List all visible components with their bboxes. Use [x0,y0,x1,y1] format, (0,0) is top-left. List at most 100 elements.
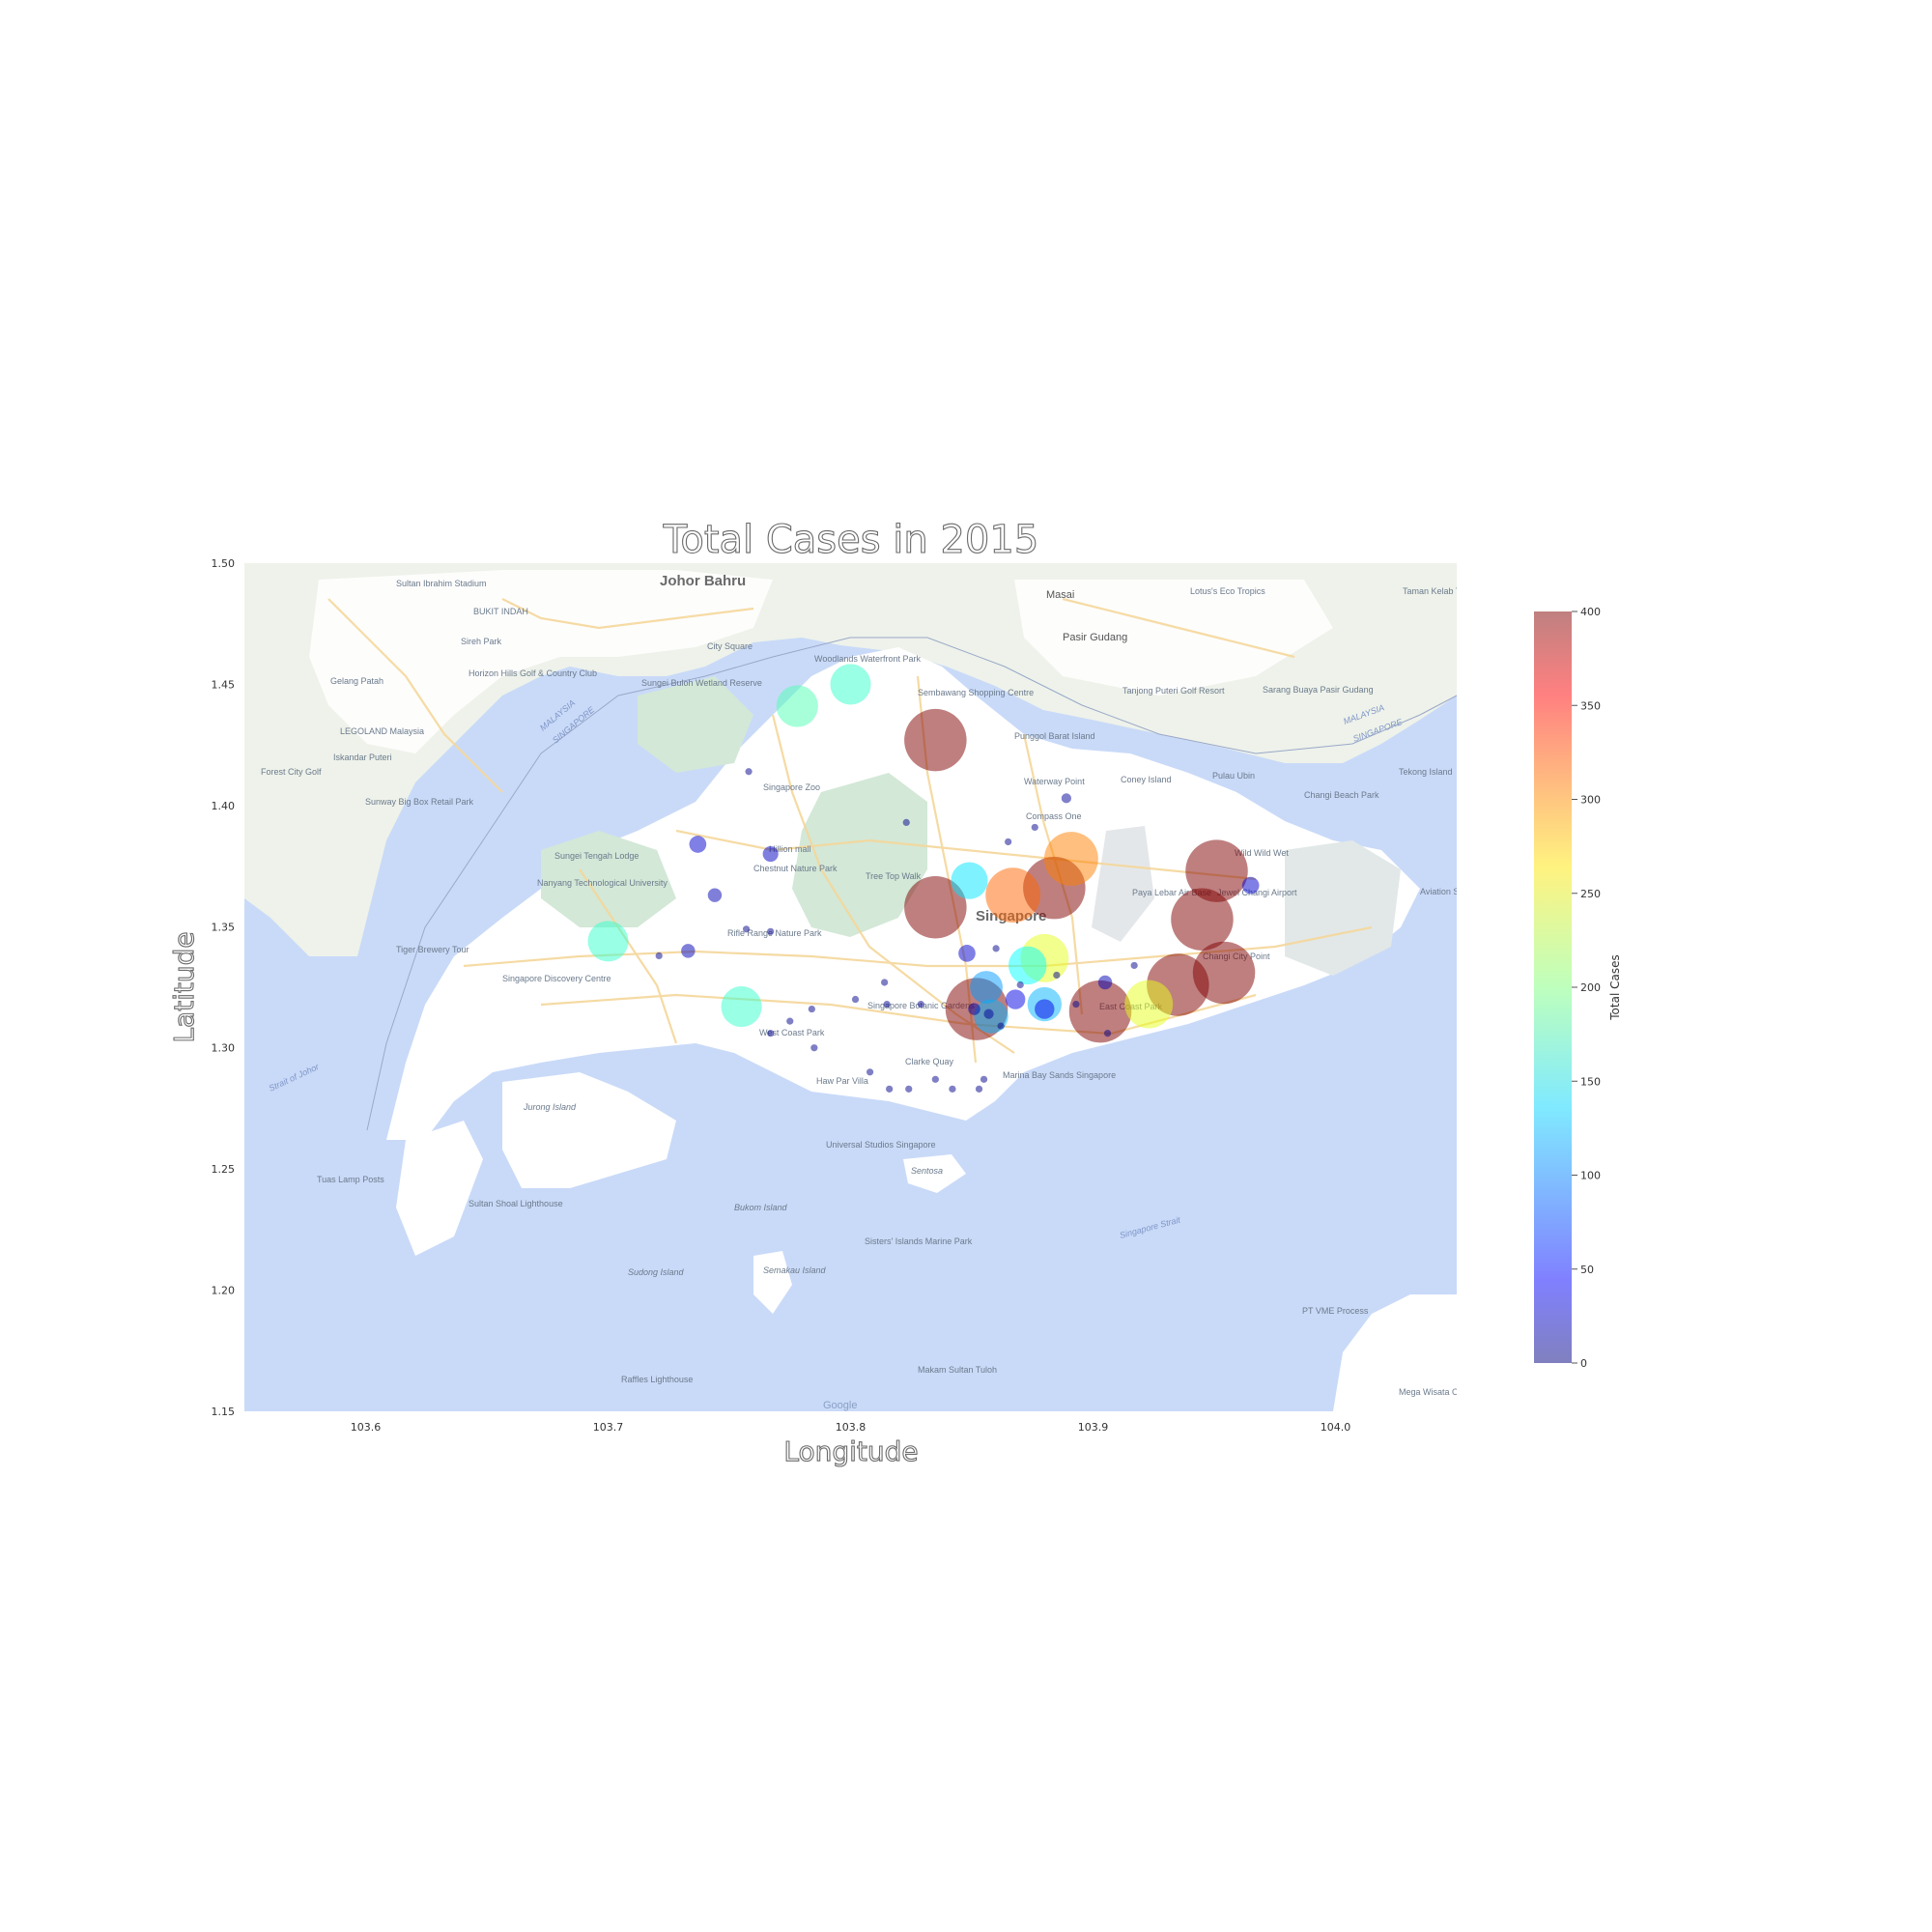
label-sudong: Sudong Island [628,1267,685,1277]
label-sunway: Sunway Big Box Retail Park [365,797,474,807]
colorbar-tick-label: 250 [1580,888,1601,900]
scatter-point [1171,888,1234,952]
scatter-point [1043,832,1098,886]
label-clarke-quay: Clarke Quay [905,1057,954,1066]
x-tick-label: 103.6 [351,1421,382,1434]
y-tick-label: 1.45 [212,678,236,691]
scatter-point [786,1017,794,1025]
scatter-point [992,945,1000,952]
label-taman-kelab: Taman Kelab Tehat Kampung [1403,586,1517,596]
scatter-point [762,845,779,863]
scatter-point [904,875,967,939]
label-jewel: Jewel Changi Airport [1217,888,1297,897]
colorbar-label: Total Cases [1608,954,1622,1020]
colorbar-tick-label: 300 [1580,794,1601,807]
scatter-point [917,1000,924,1009]
label-mega-wisata: Mega Wisata Ocarina Batam [1399,1387,1510,1397]
label-tuas-lamp: Tuas Lamp Posts [317,1175,384,1184]
label-iskandar: Iskandar Puteri [333,753,392,762]
scatter-point [931,1075,939,1083]
scatter-point [968,1003,980,1015]
y-tick-label: 1.40 [212,800,236,812]
scatter-point [1124,980,1174,1029]
chart-title: Total Cases in 2015 [663,518,1039,562]
scatter-points [587,664,1260,1093]
colorbar-gradient [1534,611,1572,1363]
paya-lebar [1092,826,1154,942]
scatter-point [1035,999,1055,1019]
label-sisters: Sisters' Islands Marine Park [865,1236,973,1246]
colorbar-tick-label: 400 [1580,606,1601,618]
label-lotus: Lotus's Eco Tropics [1190,586,1265,596]
label-tanjong-puteri: Tanjong Puteri Golf Resort [1122,686,1225,696]
label-marina-bay: Marina Bay Sands Singapore [1003,1070,1116,1080]
colorbar-tick-label: 0 [1580,1357,1587,1370]
colorbar-tick-label: 350 [1580,699,1601,712]
scatter-point [985,867,1041,923]
scatter-point [951,862,988,899]
scatter-point [997,1022,1005,1030]
x-axis-ticks: 103.6 103.7 103.8 103.9 104.0 [351,1421,1351,1434]
scatter-point [1061,793,1071,804]
scatter-point [1068,980,1132,1043]
y-axis-label: Latitude [168,931,200,1042]
scatter-point [1192,941,1256,1005]
scatter-point [1103,1030,1112,1037]
label-paya-lebar: Paya Lebar Air Base [1132,888,1211,897]
label-changi-beach: Changi Beach Park [1304,790,1379,800]
basemap: Johor Bahru Singapore Pasir Gudang Masai… [244,563,1517,1411]
x-tick-label: 103.9 [1078,1421,1109,1434]
label-sultan-stadium: Sultan Ibrahim Stadium [396,579,487,588]
scatter-point [975,1085,983,1093]
scatter-point [1072,1000,1080,1009]
y-axis-ticks: 1.15 1.20 1.25 1.30 1.35 1.40 1.45 1.50 [212,557,236,1418]
scatter-point [681,944,696,958]
colorbar-tick-label: 50 [1580,1264,1594,1276]
x-tick-label: 103.8 [836,1421,867,1434]
scatter-point [1031,823,1038,832]
scatter-point [949,1085,956,1093]
label-johor-bahru: Johor Bahru [660,573,746,589]
scatter-point [905,1085,913,1093]
scatter-point [970,971,1003,1004]
colorbar-tick-label: 150 [1580,1075,1601,1088]
label-jurong-island: Jurong Island [523,1102,577,1112]
colorbar-ticks: 0 50 100 150 200 250 300 350 400 [1572,606,1601,1370]
label-gelang-patah: Gelang Patah [330,676,384,686]
label-chestnut: Chestnut Nature Park [753,864,838,873]
scatter-point [707,888,723,902]
label-sungei-buloh: Sungei Buloh Wetland Reserve [641,678,762,688]
label-compass-one: Compass One [1026,811,1082,821]
scatter-point [851,995,860,1004]
scatter-point [904,708,967,772]
scatter-point [1008,946,1047,985]
scatter-point [883,1000,891,1009]
scatter-point [742,925,751,933]
western-green [541,831,676,927]
label-masai: Masai [1046,589,1074,601]
google-logo: Google [823,1400,857,1411]
label-haw-par: Haw Par Villa [816,1076,868,1086]
scatter-point [689,836,707,853]
scatter-point [767,1030,775,1037]
label-tree-top: Tree Top Walk [866,871,922,881]
changi-airport [1285,840,1401,976]
scatter-point [810,1044,818,1052]
label-zoo: Singapore Zoo [763,782,820,792]
batam-land [1333,1294,1457,1411]
label-pasir-gudang: Pasir Gudang [1063,632,1127,643]
scatter-point [1053,971,1061,980]
johor-urban [309,570,773,753]
label-discovery: Singapore Discovery Centre [502,974,611,983]
label-aviation: Aviation Staging [1420,887,1483,896]
scatter-point [1241,876,1260,895]
label-legoland: LEGOLAND Malaysia [340,726,424,736]
label-sireh-park: Sireh Park [461,637,502,646]
x-tick-label: 103.7 [593,1421,624,1434]
semakau-island [753,1251,792,1314]
jurong-island [502,1072,676,1188]
label-tiger-brewery: Tiger Brewery Tour [396,945,469,954]
label-semakau: Semakau Island [763,1265,827,1275]
label-sungei-tengah: Sungei Tengah Lodge [554,851,639,861]
label-pulau-ubin: Pulau Ubin [1212,771,1255,781]
